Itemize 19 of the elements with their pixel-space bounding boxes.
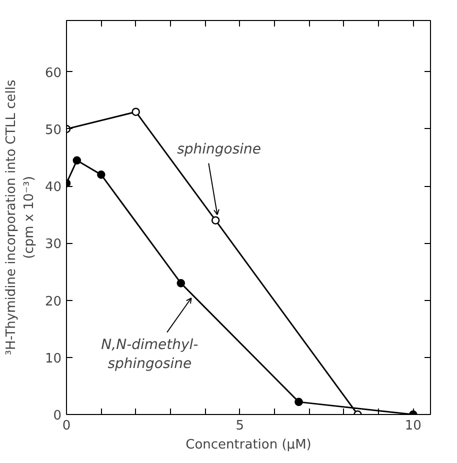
y-axis-title: ³H-Thymidine incorporation into CTLL cells (cpm x 10⁻³) [4, 80, 37, 356]
point [211, 216, 220, 224]
y-tick-label: 60 [44, 66, 62, 81]
x-tick-label: 10 [404, 418, 422, 434]
point [176, 279, 186, 288]
point [294, 398, 303, 406]
point [132, 108, 140, 116]
y-tick-label: 0 [53, 408, 62, 424]
y-tick-label: 40 [44, 180, 62, 196]
annotation: N,N-dimethyl-sphingosine [101, 337, 198, 372]
y-tick-label: 50 [44, 122, 62, 138]
annotation: sphingosine [177, 142, 262, 158]
y-tick-label: 30 [44, 237, 62, 252]
y-tick-label: 20 [44, 294, 62, 310]
point [97, 170, 106, 179]
point [72, 156, 82, 165]
y-tick-label: 10 [44, 351, 62, 366]
x-tick-label: 5 [236, 418, 244, 434]
x-axis-title: Concentration (μM) [186, 438, 312, 452]
